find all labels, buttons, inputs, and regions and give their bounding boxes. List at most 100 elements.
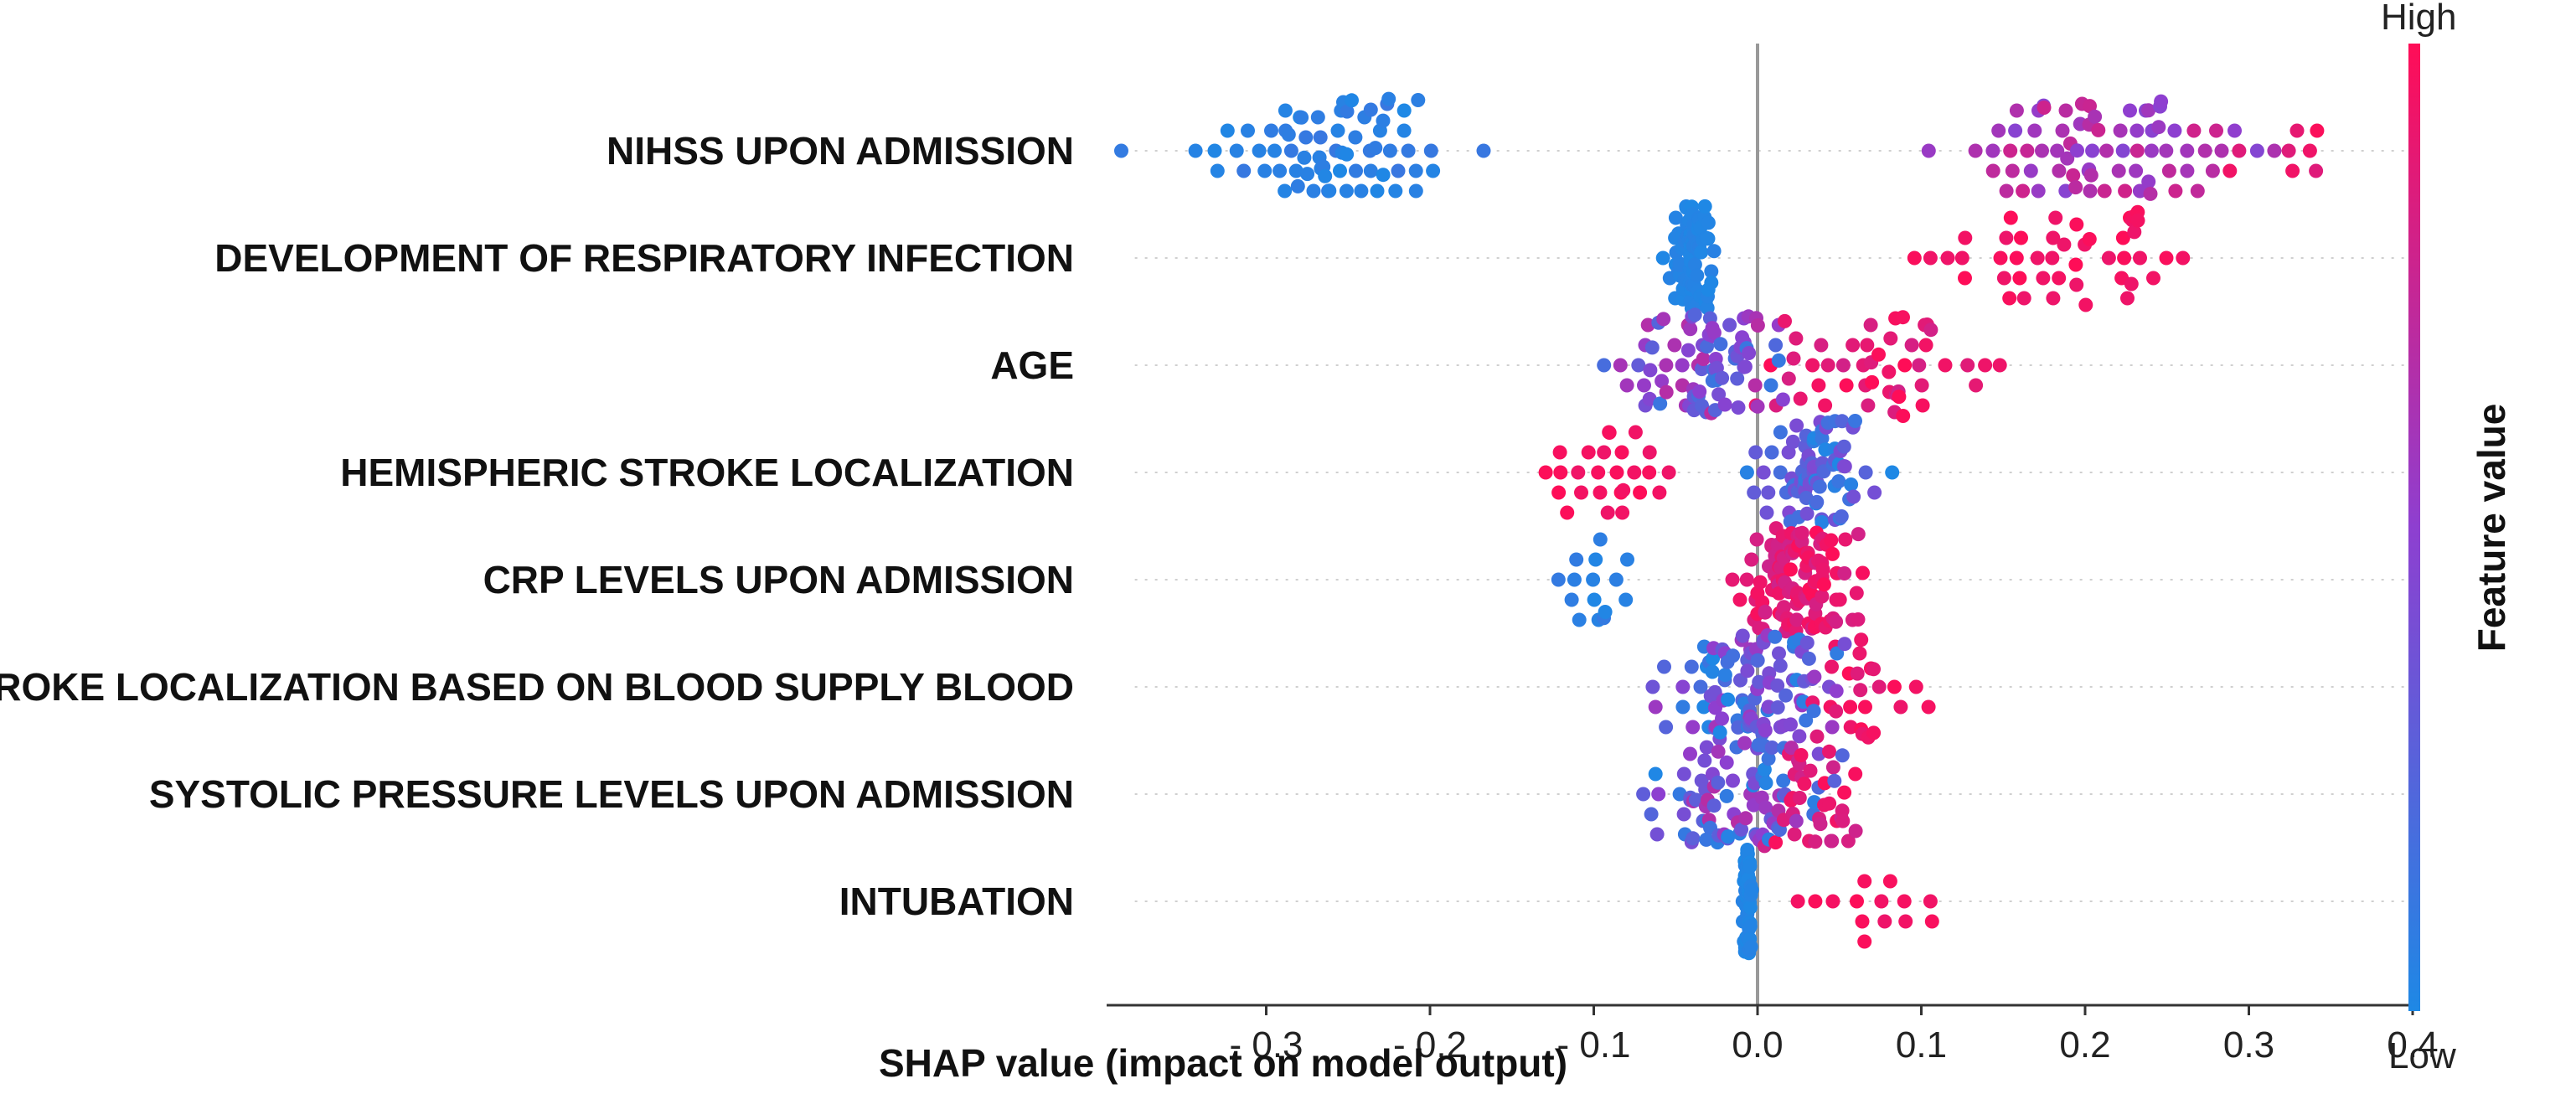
shap-point bbox=[1236, 163, 1252, 178]
shap-point bbox=[1764, 741, 1779, 755]
shap-point bbox=[1789, 813, 1804, 828]
shap-point bbox=[1825, 659, 1839, 674]
shap-point bbox=[1832, 592, 1847, 607]
shap-point bbox=[1740, 663, 1755, 679]
shap-point bbox=[1792, 729, 1807, 744]
shap-point bbox=[1896, 409, 1911, 423]
shap-point bbox=[1825, 546, 1840, 561]
shap-point bbox=[1742, 346, 1757, 360]
x-tick-label: 0.2 bbox=[2059, 1024, 2110, 1066]
shap-point bbox=[1742, 900, 1758, 915]
x-tick-label: 0.0 bbox=[1732, 1024, 1783, 1066]
shap-point bbox=[1813, 817, 1828, 832]
shap-point bbox=[1837, 566, 1852, 581]
shap-point bbox=[1978, 358, 1993, 373]
shap-point bbox=[1761, 751, 1776, 766]
shap-point bbox=[1860, 338, 1875, 353]
shap-point bbox=[1318, 168, 1333, 183]
shap-point bbox=[1781, 371, 1796, 386]
shap-point bbox=[1423, 143, 1438, 158]
shap-point bbox=[1717, 668, 1732, 683]
x-tick-label: - 0.2 bbox=[1393, 1024, 1467, 1066]
shap-point bbox=[1207, 143, 1222, 158]
shap-point bbox=[1856, 565, 1870, 581]
shap-point bbox=[1846, 489, 1861, 504]
shap-point bbox=[1574, 485, 1588, 500]
shap-point bbox=[1675, 358, 1690, 373]
shap-point bbox=[1921, 143, 1936, 158]
shap-point bbox=[1340, 104, 1355, 119]
shap-point bbox=[1744, 552, 1759, 567]
shap-point bbox=[2146, 271, 2160, 286]
shap-point bbox=[1648, 699, 1663, 715]
shap-point bbox=[1363, 102, 1378, 117]
shap-point bbox=[1815, 589, 1830, 604]
shap-point bbox=[1210, 163, 1225, 178]
shap-point bbox=[1861, 398, 1876, 413]
shap-point bbox=[1805, 358, 1820, 373]
feature-label: NIHSS UPON ADMISSION bbox=[607, 129, 1074, 173]
shap-point bbox=[2144, 143, 2159, 158]
shap-point bbox=[1744, 883, 1759, 897]
shap-point bbox=[1822, 744, 1836, 759]
shap-point bbox=[1824, 533, 1839, 548]
shap-point bbox=[1721, 692, 1736, 707]
shap-point bbox=[2168, 183, 2183, 199]
shap-point bbox=[2130, 213, 2145, 228]
shap-point bbox=[1726, 773, 1740, 788]
shap-point bbox=[1999, 183, 2014, 199]
shap-point bbox=[1850, 894, 1864, 909]
shap-point bbox=[1837, 637, 1852, 652]
shap-point bbox=[2036, 271, 2051, 286]
shap-point bbox=[2016, 183, 2031, 199]
shap-point bbox=[1656, 312, 1671, 327]
shap-point bbox=[1644, 340, 1660, 355]
shap-point bbox=[2249, 143, 2264, 158]
shap-point bbox=[1241, 123, 1255, 138]
shap-point bbox=[1711, 775, 1726, 790]
shap-point bbox=[1411, 93, 1426, 107]
shap-point bbox=[1969, 378, 1984, 393]
shap-point bbox=[1655, 250, 1670, 266]
shap-point bbox=[1768, 629, 1783, 644]
shap-point bbox=[1773, 658, 1788, 673]
shap-point bbox=[1552, 445, 1567, 460]
shap-point bbox=[1793, 391, 1808, 406]
x-axis: - 0.3 - 0.2 - 0.1 0.0 0.1 0.2 0.3 0.4 bbox=[1107, 1004, 2439, 1066]
shap-point bbox=[1991, 123, 2006, 138]
shap-point bbox=[1298, 130, 1314, 145]
shap-point bbox=[1758, 604, 1773, 619]
shap-point bbox=[1866, 725, 1882, 741]
shap-point bbox=[2083, 99, 2097, 114]
shap-point bbox=[2205, 163, 2220, 178]
shap-point bbox=[2003, 143, 2018, 158]
shap-point bbox=[1775, 392, 1790, 407]
shap-point bbox=[1834, 509, 1849, 524]
shap-point bbox=[1637, 378, 1651, 393]
shap-point bbox=[1715, 370, 1730, 385]
shap-point bbox=[1912, 358, 1927, 373]
shap-point bbox=[1940, 250, 1955, 266]
shap-point bbox=[2101, 250, 2116, 266]
shap-point bbox=[1747, 485, 1762, 500]
shap-point bbox=[1697, 753, 1712, 768]
shap-point bbox=[1706, 244, 1722, 259]
shap-point bbox=[1737, 735, 1753, 751]
shap-point bbox=[2129, 143, 2145, 158]
shap-point bbox=[1992, 358, 2007, 373]
shap-point bbox=[1363, 163, 1378, 178]
shap-point bbox=[2045, 250, 2060, 266]
colorbar-high-label: High bbox=[2381, 0, 2457, 38]
shap-point bbox=[1874, 894, 1889, 909]
shap-point bbox=[1382, 143, 1397, 158]
shap-point bbox=[1719, 788, 1734, 803]
shap-point bbox=[1551, 485, 1567, 500]
shap-point bbox=[1871, 679, 1887, 694]
shap-point bbox=[1655, 374, 1670, 389]
shap-point bbox=[1668, 210, 1683, 225]
shap-point bbox=[2115, 143, 2130, 158]
shap-point bbox=[2161, 163, 2176, 178]
shap-point bbox=[2030, 250, 2045, 266]
shap-point bbox=[1854, 632, 1869, 648]
shap-point bbox=[2023, 163, 2038, 178]
